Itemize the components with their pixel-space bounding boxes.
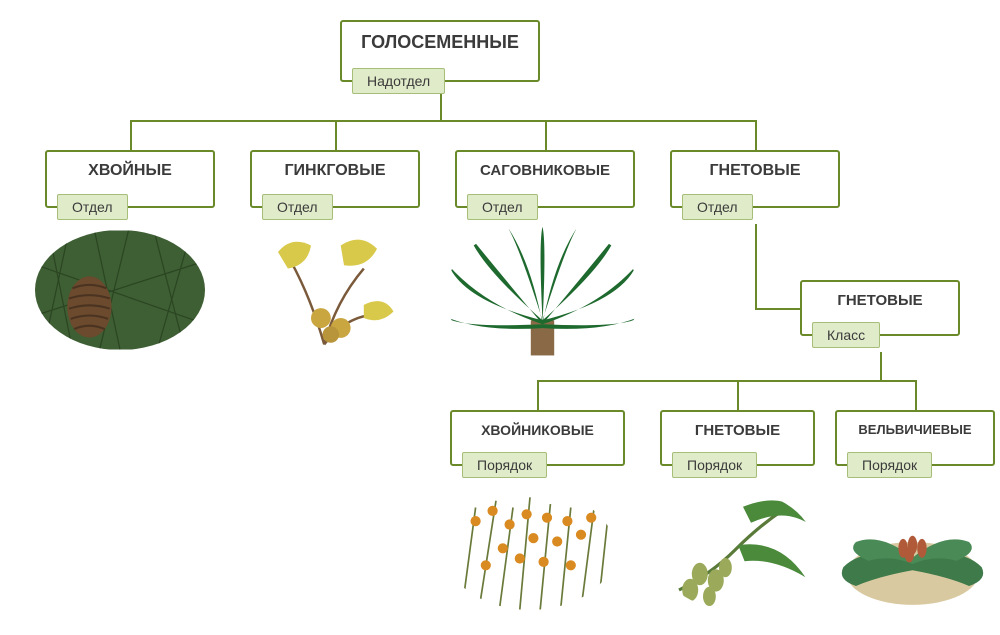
node-ginkgo: ГИНКГОВЫЕ Отдел bbox=[250, 150, 420, 208]
node-sub: Отдел bbox=[682, 194, 753, 220]
node-title: ВЕЛЬВИЧИЕВЫЕ bbox=[837, 412, 993, 443]
connector bbox=[335, 120, 337, 150]
node-sub: Порядок bbox=[847, 452, 932, 478]
node-sub: Порядок bbox=[462, 452, 547, 478]
image-ginkgo bbox=[245, 230, 410, 350]
node-sub: Отдел bbox=[57, 194, 128, 220]
node-gnetophyta: ГНЕТОВЫЕ Отдел bbox=[670, 150, 840, 208]
node-title: ГНЕТОВЫЕ bbox=[662, 412, 813, 445]
node-root: ГОЛОСЕМЕННЫЕ Надотдел bbox=[340, 20, 540, 82]
connector bbox=[880, 352, 882, 382]
node-sub: Порядок bbox=[672, 452, 757, 478]
connector bbox=[755, 308, 800, 310]
node-welwitschia: ВЕЛЬВИЧИЕВЫЕ Порядок bbox=[835, 410, 995, 466]
image-cycads bbox=[445, 225, 640, 365]
node-title: ХВОЙНЫЕ bbox=[47, 152, 213, 186]
image-welwitschia bbox=[830, 498, 995, 608]
node-ephedrales: ХВОЙНИКОВЫЕ Порядок bbox=[450, 410, 625, 466]
node-gnetales: ГНЕТОВЫЕ Порядок bbox=[660, 410, 815, 466]
connector bbox=[755, 224, 757, 308]
node-title: ГНЕТОВЫЕ bbox=[802, 282, 958, 315]
connector bbox=[130, 120, 132, 150]
connector bbox=[915, 380, 917, 410]
image-conifers bbox=[35, 230, 205, 350]
node-title: ГОЛОСЕМЕННЫЕ bbox=[342, 22, 538, 59]
node-sub: Класс bbox=[812, 322, 880, 348]
connector bbox=[130, 120, 755, 122]
node-sub: Отдел bbox=[262, 194, 333, 220]
node-title: ХВОЙНИКОВЫЕ bbox=[452, 412, 623, 444]
node-sub: Отдел bbox=[467, 194, 538, 220]
node-cycads: САГОВНИКОВЫЕ Отдел bbox=[455, 150, 635, 208]
node-title: ГИНКГОВЫЕ bbox=[252, 152, 418, 186]
connector bbox=[537, 380, 915, 382]
node-title: САГОВНИКОВЫЕ bbox=[457, 152, 633, 185]
connector bbox=[545, 120, 547, 150]
node-conifers: ХВОЙНЫЕ Отдел bbox=[45, 150, 215, 208]
node-title: ГНЕТОВЫЕ bbox=[672, 152, 838, 186]
node-gnetopsida: ГНЕТОВЫЕ Класс bbox=[800, 280, 960, 336]
connector bbox=[537, 380, 539, 410]
image-ephedrales bbox=[445, 490, 615, 610]
connector bbox=[755, 120, 757, 150]
connector bbox=[737, 380, 739, 410]
image-gnetales bbox=[655, 490, 815, 610]
node-sub: Надотдел bbox=[352, 68, 445, 94]
